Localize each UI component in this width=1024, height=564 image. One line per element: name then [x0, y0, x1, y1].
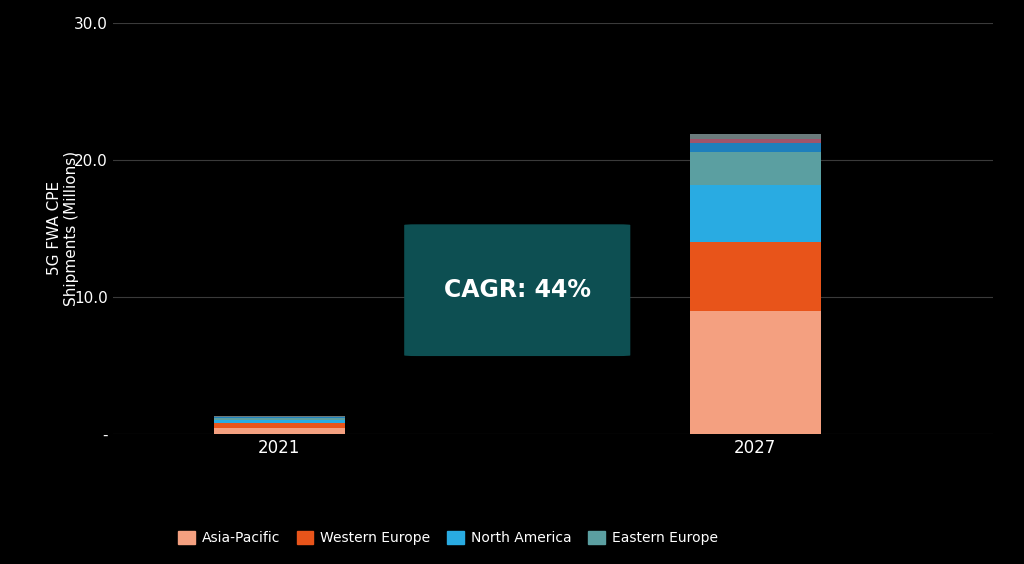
- Bar: [214, 420, 345, 424]
- Y-axis label: 5G FWA CPE
Shipments (Millions): 5G FWA CPE Shipments (Millions): [47, 151, 79, 306]
- Bar: [690, 152, 820, 184]
- Text: CAGR: 44%: CAGR: 44%: [443, 278, 591, 302]
- Bar: [690, 311, 820, 434]
- Bar: [690, 242, 820, 311]
- Bar: [690, 143, 820, 152]
- Bar: [690, 134, 820, 139]
- Bar: [214, 418, 345, 420]
- Bar: [214, 417, 345, 418]
- FancyBboxPatch shape: [404, 224, 631, 356]
- Bar: [214, 424, 345, 428]
- Bar: [690, 139, 820, 143]
- Bar: [214, 428, 345, 434]
- Bar: [690, 184, 820, 242]
